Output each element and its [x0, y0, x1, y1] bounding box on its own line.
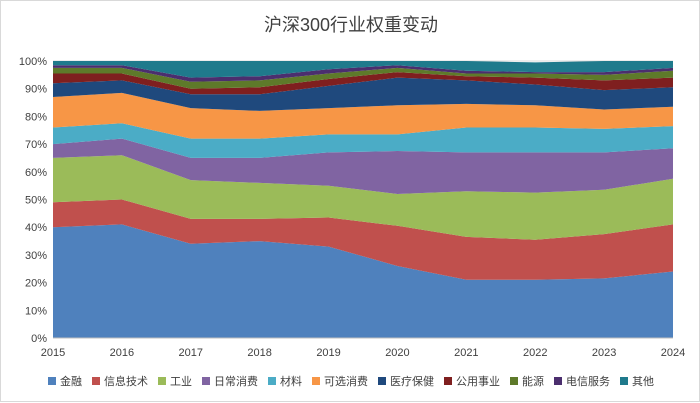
legend-item: 公用事业 — [444, 373, 500, 389]
chart-title: 沪深300行业权重变动 — [263, 15, 439, 35]
x-tick-label: 2015 — [41, 347, 65, 359]
legend-label: 材料 — [280, 376, 302, 388]
x-tick-label: 2023 — [592, 347, 616, 359]
legend-swatch — [202, 377, 210, 385]
legend-label: 信息技术 — [104, 376, 148, 388]
chart-legend: 金融 信息技术 工业 日常消费 材料 可选消费 医疗保健 公用事业 能源 电信服务 其他 — [1, 373, 700, 389]
legend-label: 日常消费 — [214, 376, 258, 388]
legend-label: 电信服务 — [566, 376, 610, 388]
area-series-信息技术 — [53, 199, 673, 280]
y-tick-label: 0% — [31, 333, 47, 345]
area-series-日常消费 — [53, 138, 673, 194]
area-series-医疗保健 — [53, 77, 673, 111]
y-tick-label: 50% — [25, 195, 47, 207]
legend-item: 材料 — [268, 373, 302, 389]
legend-item: 工业 — [158, 373, 192, 389]
y-tick-label: 30% — [25, 250, 47, 262]
area-series-电信服务 — [53, 65, 673, 82]
legend-swatch — [158, 377, 166, 385]
y-tick-label: 40% — [25, 222, 47, 234]
x-tick-label: 2017 — [179, 347, 203, 359]
x-tick-label: 2021 — [454, 347, 478, 359]
legend-label: 医疗保健 — [390, 376, 434, 388]
legend-swatch — [378, 377, 386, 385]
legend-item: 可选消费 — [312, 373, 368, 389]
area-series-能源 — [53, 67, 673, 89]
y-tick-label: 10% — [25, 305, 47, 317]
legend-item: 电信服务 — [554, 373, 610, 389]
area-series-金融 — [53, 224, 673, 338]
legend-item: 能源 — [510, 373, 544, 389]
y-tick-label: 60% — [25, 167, 47, 179]
legend-swatch — [620, 377, 628, 385]
x-tick-label: 2019 — [316, 347, 340, 359]
legend-swatch — [554, 377, 562, 385]
legend-label: 工业 — [170, 376, 192, 388]
x-tick-label: 2018 — [247, 347, 271, 359]
area-series-可选消费 — [53, 92, 673, 139]
y-tick-label: 70% — [25, 139, 47, 151]
legend-swatch — [444, 377, 452, 385]
y-tick-label: 100% — [19, 56, 47, 68]
area-series-工业 — [53, 155, 673, 240]
legend-label: 能源 — [522, 376, 544, 388]
y-tick-label: 80% — [25, 111, 47, 123]
x-tick-label: 2020 — [385, 347, 409, 359]
legend-item: 医疗保健 — [378, 373, 434, 389]
legend-label: 金融 — [60, 376, 82, 388]
legend-label: 公用事业 — [456, 376, 500, 388]
area-series-公用事业 — [53, 72, 673, 95]
legend-swatch — [92, 377, 100, 385]
y-tick-label: 20% — [25, 278, 47, 290]
legend-label: 其他 — [632, 376, 654, 388]
area-series-其他 — [53, 61, 673, 78]
x-tick-label: 2024 — [661, 347, 685, 359]
legend-item: 其他 — [620, 373, 654, 389]
legend-swatch — [510, 377, 518, 385]
x-tick-label: 2022 — [523, 347, 547, 359]
area-series-材料 — [53, 123, 673, 158]
legend-item: 金融 — [48, 373, 82, 389]
legend-swatch — [48, 377, 56, 385]
legend-label: 可选消费 — [324, 376, 368, 388]
x-tick-label: 2016 — [110, 347, 134, 359]
legend-item: 信息技术 — [92, 373, 148, 389]
legend-item: 日常消费 — [202, 373, 258, 389]
legend-swatch — [268, 377, 276, 385]
y-tick-label: 90% — [25, 84, 47, 96]
legend-swatch — [312, 377, 320, 385]
